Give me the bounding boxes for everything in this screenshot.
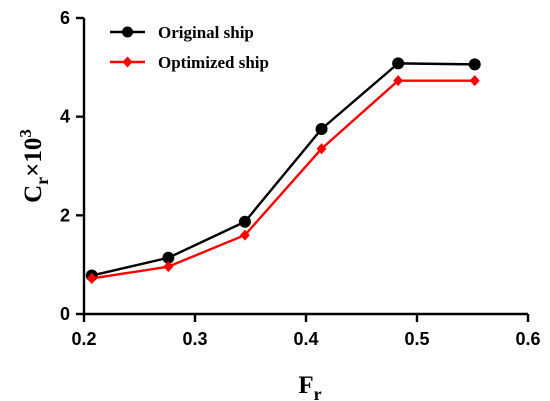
series-line-1: [91, 79, 475, 280]
legend-label-optimized: Optimized ship: [158, 53, 269, 72]
y-tick-label: 2: [60, 205, 70, 225]
x-tick-label: 0.5: [404, 329, 429, 349]
legend-marker-original: [122, 26, 133, 38]
legend-item-optimized: Optimized ship: [110, 53, 269, 72]
legend-label-original: Original ship: [158, 23, 254, 42]
data-point-0: [238, 215, 251, 228]
x-tick-label: 0.6: [515, 329, 540, 349]
y-tick-label: 6: [60, 8, 70, 28]
data-point-0: [468, 58, 481, 71]
y-axis-title: Cr×103: [16, 129, 52, 203]
y-tick-label: 4: [60, 107, 70, 127]
data-point-1: [316, 143, 327, 155]
data-point-1: [393, 75, 404, 87]
data-point-1: [239, 229, 250, 241]
series-line-0: [91, 62, 475, 277]
x-tick-label: 0.2: [71, 329, 96, 349]
data-point-0: [162, 251, 175, 264]
axis-ticks: 0 2 4 6 0.2 0.3 0.4 0.5 0.6: [60, 8, 541, 349]
legend-marker-optimized: [122, 56, 133, 68]
series-layer: [85, 57, 481, 284]
y-tick-label: 0: [60, 304, 70, 324]
data-point-1: [469, 75, 480, 87]
legend: Original ship Optimized ship: [110, 23, 269, 72]
data-point-1: [86, 272, 97, 284]
data-point-0: [315, 123, 328, 135]
x-axis-title: Fr: [298, 372, 321, 401]
data-point-1: [163, 261, 174, 273]
x-tick-label: 0.3: [182, 329, 207, 349]
data-point-0: [392, 57, 405, 70]
x-tick-label: 0.4: [293, 329, 318, 349]
legend-item-original: Original ship: [110, 23, 254, 42]
